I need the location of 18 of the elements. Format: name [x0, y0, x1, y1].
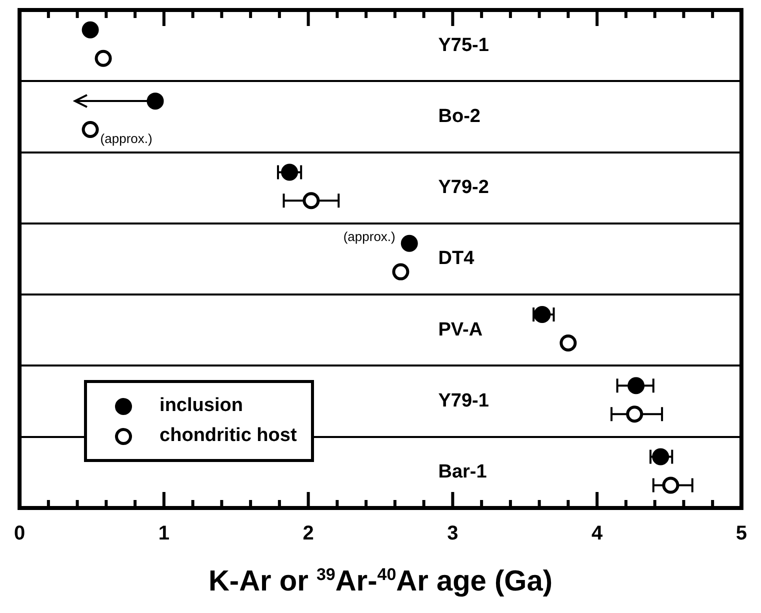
x-tick-label: 5	[736, 522, 747, 545]
x-tick-label: 3	[447, 522, 458, 545]
x-axis-title: K-Ar or $^{39}$Ar-$^{40}$Ar age (Ga)	[207, 565, 554, 599]
x-tick-label: 0	[14, 522, 26, 545]
annotation: (approx.)	[100, 131, 152, 146]
legend-label: inclusion	[160, 395, 243, 417]
x-tick-label: 2	[302, 522, 314, 545]
y-tick-label: Y79-1	[438, 390, 490, 412]
y-tick-label: Bo-2	[438, 106, 480, 127]
x-tick-label: 4	[592, 522, 604, 545]
y-tick-label: Y79-2	[438, 177, 489, 198]
annotation: (approx.)	[343, 228, 396, 244]
legend-label: chondritic host	[160, 425, 297, 447]
x-tick-label: 1	[158, 522, 170, 545]
y-tick-label: PV-A	[438, 319, 483, 340]
y-tick-label: Y75-1	[438, 34, 490, 56]
y-tick-label: Bar-1	[438, 462, 488, 483]
y-tick-label: DT4	[438, 248, 475, 270]
